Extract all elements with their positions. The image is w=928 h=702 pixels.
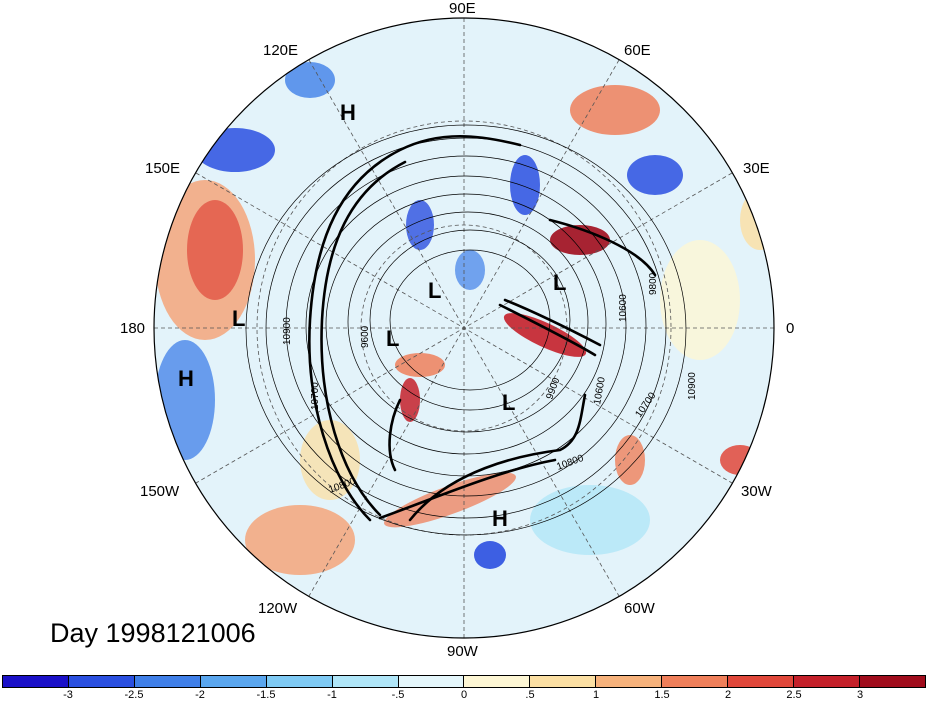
map-boundary	[153, 17, 775, 639]
colorbar-swatch	[859, 676, 925, 687]
high-pressure-marker: H	[340, 100, 356, 125]
colorbar-tick-label: 2.5	[786, 689, 802, 701]
colorbar-tick-label: 2	[724, 689, 732, 701]
contour-label: 10900	[687, 372, 698, 400]
low-pressure-marker: L	[502, 390, 515, 415]
colorbar-swatch	[200, 676, 267, 687]
longitude-label: 30W	[741, 483, 772, 500]
colorbar	[2, 675, 926, 688]
map-title: Day 1998121006	[50, 618, 256, 648]
colorbar-swatch	[530, 676, 597, 687]
longitude-label: 120W	[258, 600, 298, 617]
colorbar-tick-label: -1	[327, 689, 337, 701]
colorbar-swatch	[464, 676, 531, 687]
colorbar-swatch	[332, 676, 399, 687]
low-pressure-marker: L	[232, 306, 245, 331]
longitude-label: 90E	[449, 0, 476, 17]
colorbar-tick-label: -2	[195, 689, 205, 701]
colorbar-tick-label: -3	[63, 689, 73, 701]
colorbar-swatch	[134, 676, 201, 687]
high-pressure-marker: H	[492, 506, 508, 531]
contour-label: 10900	[282, 317, 293, 345]
colorbar-tick-label: 3	[856, 689, 864, 701]
colorbar-tick-label: 1	[592, 689, 600, 701]
colorbar-swatch	[3, 676, 69, 687]
colorbar-tick-label: 0	[460, 689, 468, 701]
contour-label: 9600	[360, 325, 371, 348]
longitude-label: 150W	[140, 483, 180, 500]
colorbar-tick-label: 1.5	[654, 689, 670, 701]
longitude-label: 150E	[145, 160, 181, 177]
colorbar-swatch	[398, 676, 465, 687]
colorbar-swatch	[266, 676, 333, 687]
colorbar-swatch	[662, 676, 729, 687]
jet-stream-contours	[308, 134, 657, 522]
contour-label: 10700	[310, 382, 321, 410]
longitude-label: 30E	[743, 160, 770, 177]
contour-label: 10600	[618, 294, 629, 322]
colorbar-tick-label: -1.5	[256, 689, 276, 701]
contour-label: 10600	[592, 376, 608, 406]
longitude-label: 60E	[624, 42, 651, 59]
contour-label: 9800	[648, 272, 659, 295]
colorbar-tick-label: -.5	[391, 689, 405, 701]
longitude-label: 180	[120, 320, 146, 337]
colorbar-swatch	[68, 676, 135, 687]
longitude-label: 0	[786, 320, 795, 337]
colorbar-swatch	[728, 676, 795, 687]
colorbar-swatch	[596, 676, 663, 687]
longitude-label: 60W	[624, 600, 655, 617]
low-pressure-marker: L	[428, 278, 441, 303]
longitude-label: 90W	[447, 643, 478, 660]
high-pressure-marker: H	[178, 366, 194, 391]
low-pressure-marker: L	[553, 270, 566, 295]
longitude-label: 120E	[263, 42, 299, 59]
colorbar-tick-label: -2.5	[124, 689, 144, 701]
colorbar-swatch	[794, 676, 860, 687]
colorbar-tick-label: .5	[525, 689, 535, 701]
low-pressure-marker: L	[386, 326, 399, 351]
